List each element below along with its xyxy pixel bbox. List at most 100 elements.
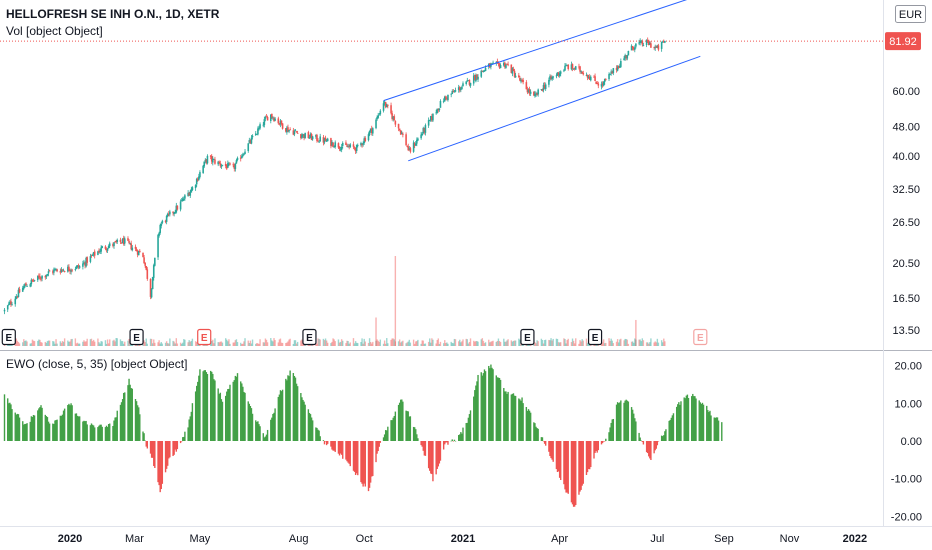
price-axis[interactable]: 60.00 48.00 40.00 32.50 26.50 20.50 16.50 13.50	[892, 86, 920, 337]
candle-body	[41, 275, 43, 279]
candle-body	[503, 62, 505, 66]
ewo-bar	[191, 403, 194, 441]
candle-body	[323, 138, 326, 143]
volume-bar	[377, 340, 379, 346]
ewo-label: EWO (close, 5, 35) [object Object]	[6, 357, 187, 371]
candle-body	[71, 269, 73, 271]
channel-upper-line[interactable]	[383, 0, 695, 102]
ewo-bar	[551, 441, 553, 460]
candle-body	[243, 154, 245, 155]
earnings-marker[interactable]: E	[302, 328, 317, 346]
candle-body	[535, 93, 537, 95]
currency-button[interactable]: EUR	[895, 5, 926, 23]
volume-bar	[213, 343, 215, 346]
candle-body	[164, 220, 167, 222]
candle-body	[660, 41, 663, 49]
candle-body	[293, 131, 296, 135]
candle-body	[513, 70, 516, 77]
ewo-bar	[657, 441, 660, 442]
candle-body	[287, 127, 289, 132]
ewo-bar	[134, 399, 137, 441]
ewo-bar	[258, 424, 260, 441]
ewo-bar	[563, 441, 565, 485]
ewo-bar	[715, 417, 718, 441]
earnings-marker[interactable]: E	[520, 328, 535, 346]
ewo-tick-label: -10.00	[891, 474, 922, 486]
earnings-marker-label: E	[592, 333, 599, 344]
volume-bar	[150, 338, 153, 346]
volume-bar	[160, 342, 162, 346]
volume-bar	[392, 338, 394, 346]
ewo-bar	[400, 399, 402, 441]
ewo-bar	[460, 432, 462, 441]
volume-bar	[415, 341, 417, 346]
volume-bar	[555, 338, 558, 346]
candle-body	[303, 134, 305, 138]
candle-body	[195, 179, 198, 185]
volume-bar	[355, 342, 358, 346]
volume-bar	[638, 339, 640, 346]
ewo-bar	[645, 441, 648, 453]
time-axis[interactable]: 2020 Mar May Aug Oct 2021 Apr Jul Sep Nov 2022	[58, 533, 867, 545]
candle-body	[617, 65, 620, 69]
ewo-bar	[589, 441, 591, 470]
ewo-axis[interactable]: 20.00 10.00 0.00 -10.00 -20.00	[891, 361, 922, 524]
candle-body	[259, 124, 261, 129]
parallel-channel[interactable]	[383, 0, 701, 162]
ewo-bar	[474, 390, 476, 441]
volume-bar	[145, 338, 147, 346]
earnings-marker[interactable]: E	[197, 328, 212, 346]
candle-body	[602, 81, 605, 86]
candle-body	[585, 75, 588, 76]
ewo-bar	[92, 425, 95, 441]
candle-body	[286, 127, 288, 133]
volume-bar	[620, 338, 622, 346]
volume-bar	[646, 342, 649, 346]
ewo-bar	[93, 427, 96, 441]
volume-bar	[40, 342, 42, 346]
candle-body	[475, 75, 477, 82]
ewo-bar	[572, 441, 575, 507]
last-price-badge	[885, 32, 921, 51]
candle-body	[462, 83, 464, 86]
ewo-bar	[609, 427, 611, 441]
earnings-marker[interactable]: E	[693, 328, 708, 346]
ewo-bar	[595, 441, 597, 451]
candle-body	[662, 41, 665, 43]
ewo-bar	[130, 388, 132, 441]
volume-bar	[353, 343, 356, 346]
time-tick-label: Jul	[650, 533, 664, 545]
candle-body	[119, 239, 122, 242]
candle-body	[76, 265, 79, 267]
ewo-bar	[706, 405, 708, 441]
candle-body	[355, 144, 358, 151]
ewo-bar	[182, 437, 184, 441]
earnings-marker[interactable]: E	[129, 328, 144, 346]
volume-bar	[640, 341, 642, 346]
ewo-bar	[445, 441, 447, 443]
ewo-bar	[122, 392, 125, 441]
ewo-bar	[265, 434, 268, 441]
candle-body	[417, 138, 419, 141]
ewo-bar	[709, 410, 711, 441]
ewo-bar	[552, 441, 554, 462]
candle-body	[120, 242, 123, 244]
candle-body	[62, 270, 65, 272]
volume-bar	[655, 342, 657, 346]
channel-lower-line[interactable]	[408, 55, 701, 162]
ewo-bar	[250, 408, 253, 441]
candle-body	[611, 71, 614, 74]
earnings-marker[interactable]: E	[587, 328, 603, 346]
earnings-marker[interactable]: E	[1, 328, 16, 346]
candle-body	[310, 134, 313, 141]
candle-body	[173, 212, 175, 214]
volume-bar	[514, 340, 517, 346]
candle-body	[172, 211, 174, 214]
volume-bar	[324, 338, 327, 346]
ewo-bar	[536, 428, 538, 441]
ewo-bar	[327, 441, 329, 444]
volume-bar	[300, 340, 302, 346]
candle-body	[266, 117, 269, 121]
candle-body	[447, 94, 449, 101]
